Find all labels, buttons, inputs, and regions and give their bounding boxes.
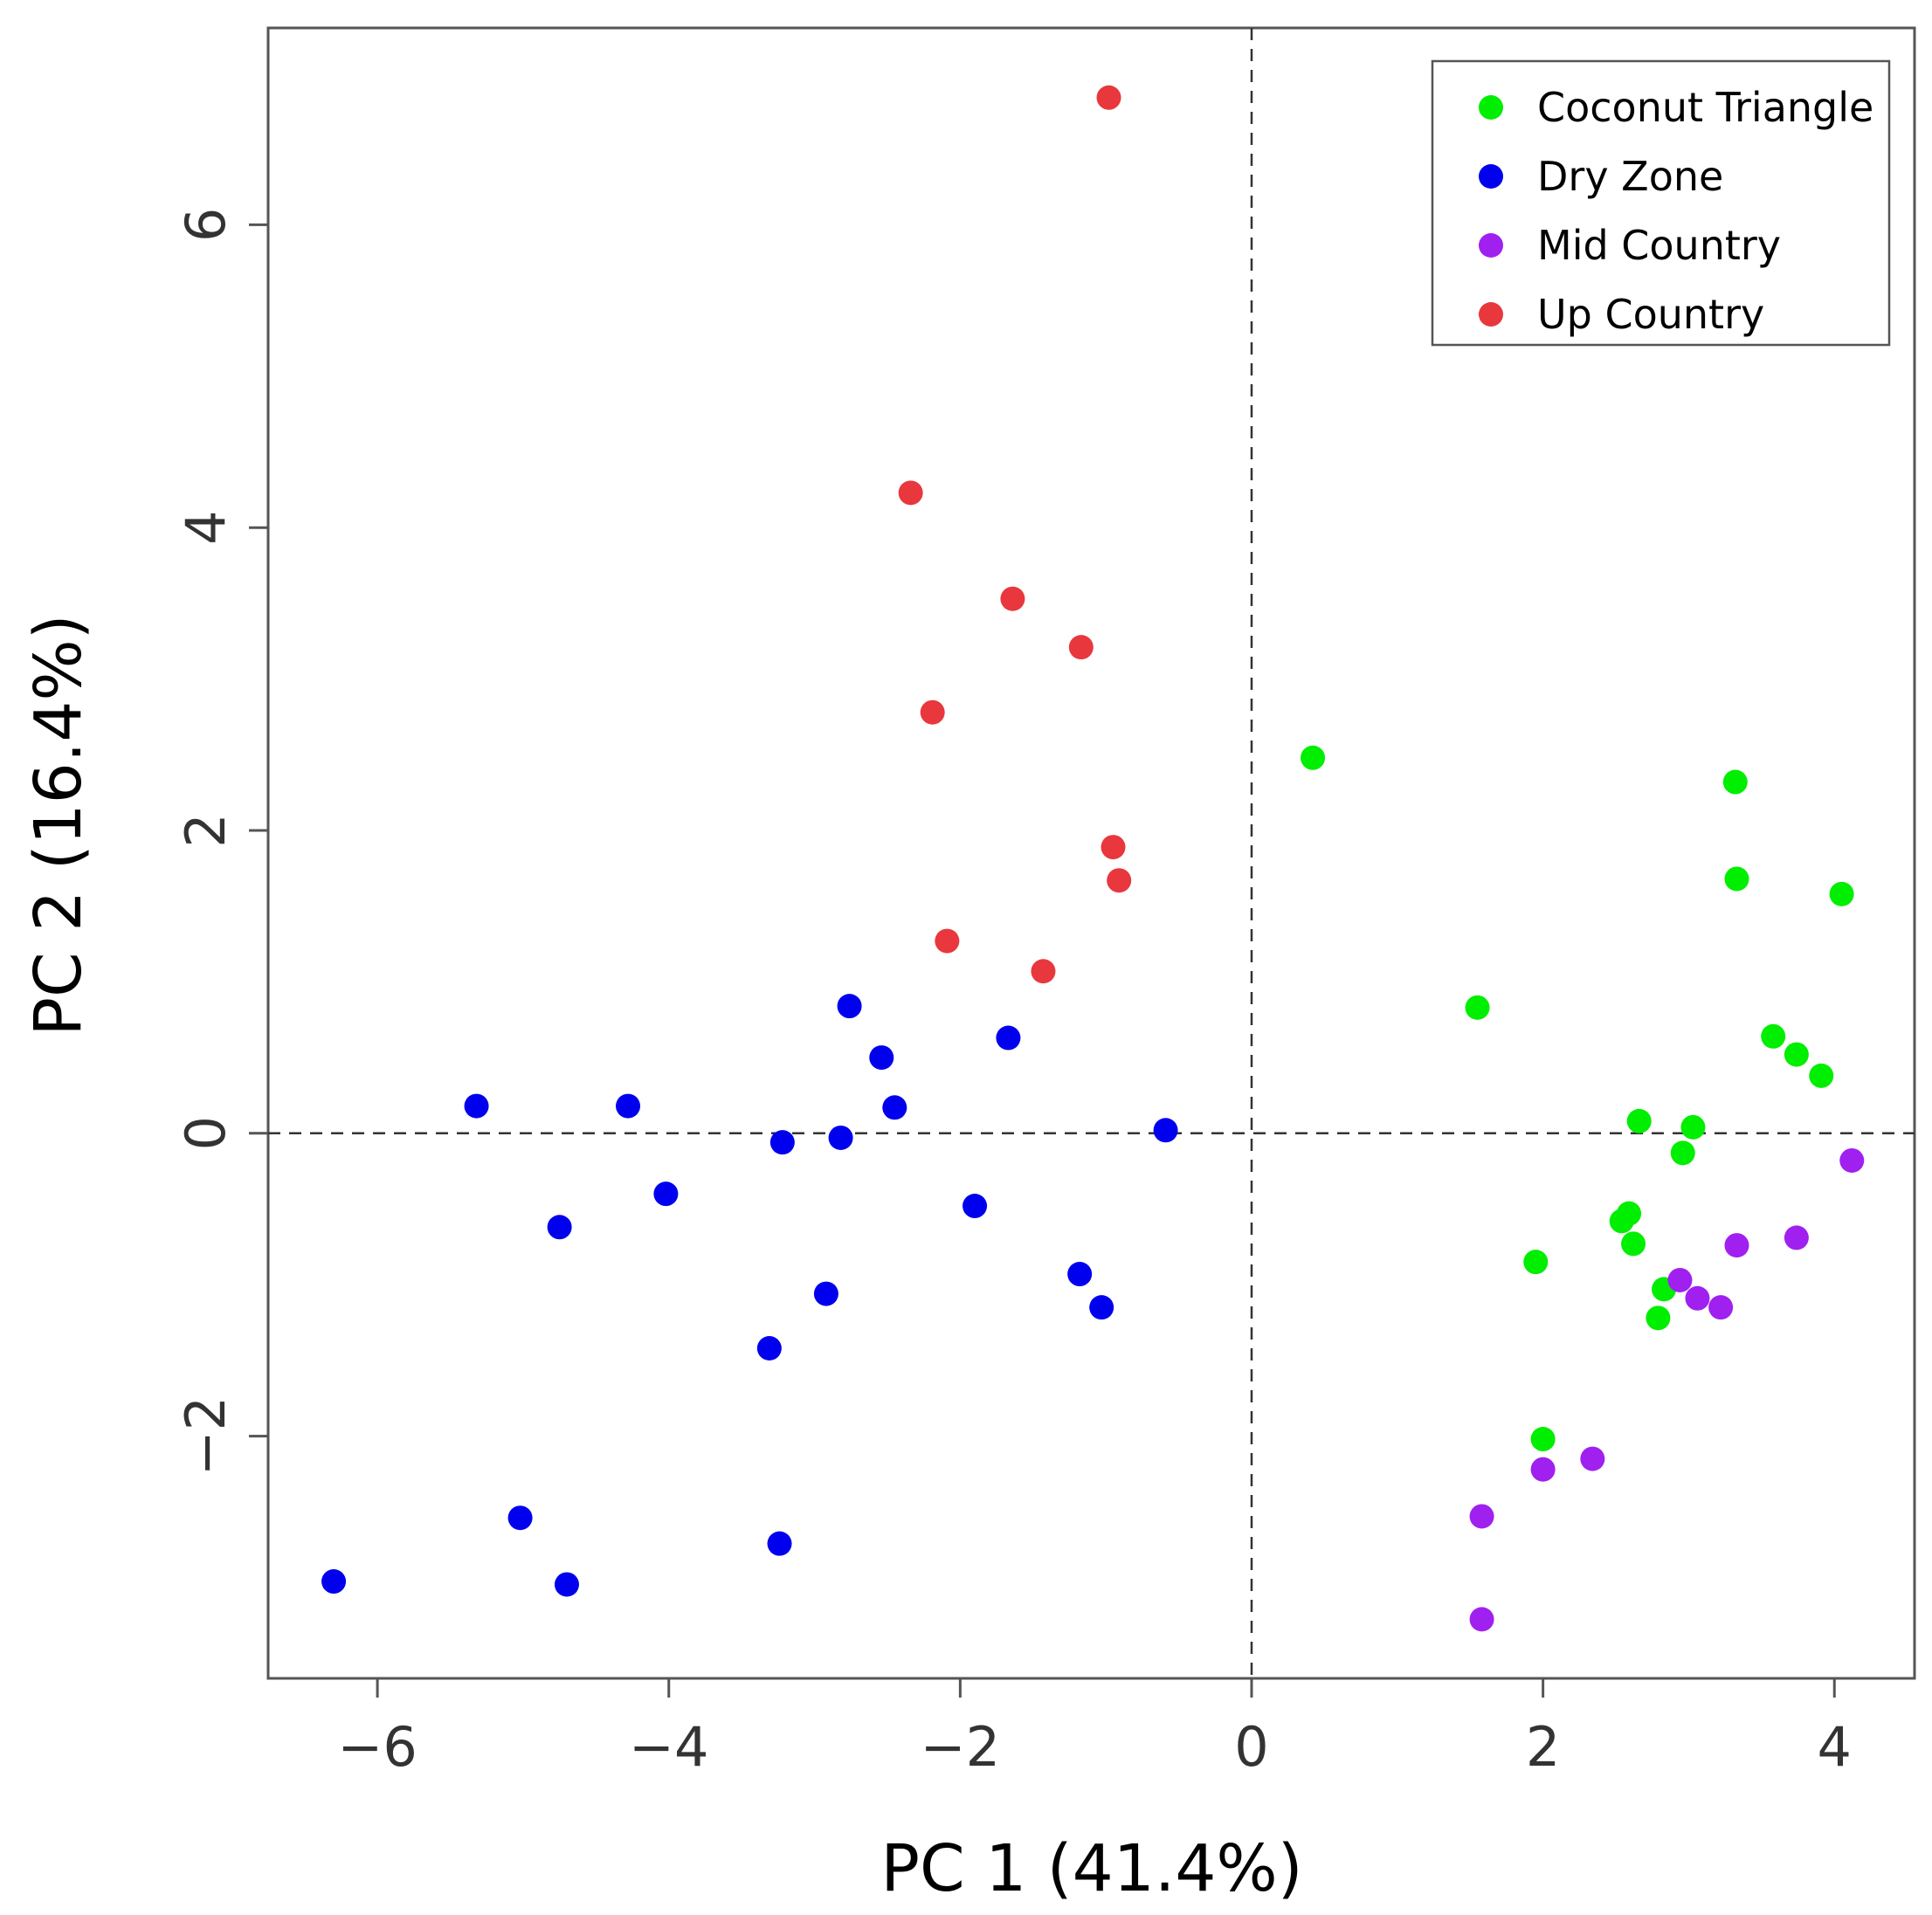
- legend-marker-dry-zone: [1479, 164, 1503, 189]
- legend: Coconut Triangle Dry Zone Mid Country Up Co…: [1431, 59, 1891, 347]
- point-dry-zone: [882, 1095, 907, 1120]
- point-dry-zone: [653, 1181, 679, 1207]
- point-mid-country: [1708, 1295, 1734, 1320]
- x-tick-label: −2: [921, 1715, 1000, 1779]
- point-coconut-triangle: [1680, 1114, 1706, 1140]
- legend-label-mid-country: Mid Country: [1537, 222, 1781, 269]
- point-up-country: [1031, 959, 1056, 984]
- point-coconut-triangle: [1724, 866, 1749, 892]
- point-coconut-triangle: [1626, 1108, 1652, 1133]
- point-up-country: [1096, 85, 1121, 110]
- y-axis: −2 0 2 4 6: [174, 208, 268, 1476]
- y-tick-label: −2: [174, 1396, 238, 1476]
- y-tick-label: 2: [174, 813, 238, 847]
- point-mid-country: [1580, 1446, 1605, 1471]
- y-tick-label: 6: [174, 208, 238, 242]
- point-dry-zone: [869, 1045, 894, 1071]
- plot-frame: [266, 26, 1916, 1680]
- point-dry-zone: [996, 1025, 1021, 1050]
- point-dry-zone: [828, 1125, 853, 1150]
- x-tick-label: −4: [629, 1715, 708, 1779]
- point-coconut-triangle: [1670, 1140, 1695, 1166]
- data-points: [321, 85, 1865, 1632]
- point-coconut-triangle: [1301, 745, 1326, 770]
- x-axis-title: PC 1 (41.4%): [880, 1831, 1302, 1906]
- x-tick-label: 0: [1234, 1715, 1268, 1779]
- point-coconut-triangle: [1761, 1023, 1786, 1049]
- point-dry-zone: [813, 1281, 838, 1306]
- point-up-country: [1000, 586, 1025, 611]
- point-coconut-triangle: [1829, 881, 1854, 906]
- point-dry-zone: [767, 1531, 792, 1556]
- point-dry-zone: [321, 1569, 347, 1595]
- point-dry-zone: [464, 1093, 489, 1119]
- point-dry-zone: [547, 1215, 572, 1240]
- point-coconut-triangle: [1722, 769, 1748, 795]
- x-tick-label: 2: [1526, 1715, 1560, 1779]
- y-tick-label: 4: [174, 510, 238, 544]
- point-mid-country: [1724, 1233, 1749, 1258]
- point-dry-zone: [616, 1093, 641, 1119]
- point-dry-zone: [1153, 1118, 1178, 1143]
- point-up-country: [920, 699, 945, 725]
- point-mid-country: [1839, 1147, 1865, 1173]
- point-mid-country: [1469, 1607, 1494, 1632]
- x-tick-label: 4: [1818, 1715, 1852, 1779]
- point-up-country: [935, 928, 960, 954]
- point-dry-zone: [507, 1505, 533, 1531]
- point-up-country: [898, 480, 923, 506]
- point-up-country: [1101, 835, 1126, 860]
- legend-marker-up-country: [1479, 302, 1503, 327]
- x-axis: −6 −4 −2 0 2 4: [337, 1678, 1852, 1779]
- y-tick-label: 0: [174, 1116, 238, 1150]
- point-up-country: [1107, 868, 1132, 893]
- point-dry-zone: [837, 994, 862, 1019]
- point-mid-country: [1685, 1285, 1710, 1311]
- point-coconut-triangle: [1784, 1042, 1809, 1067]
- legend-box: [1431, 59, 1891, 347]
- point-dry-zone: [1067, 1262, 1093, 1287]
- point-mid-country: [1784, 1225, 1809, 1250]
- point-coconut-triangle: [1621, 1231, 1646, 1257]
- point-coconut-triangle: [1523, 1250, 1549, 1275]
- point-dry-zone: [769, 1130, 795, 1155]
- point-dry-zone: [1089, 1295, 1114, 1320]
- point-up-country: [1068, 635, 1094, 660]
- point-coconut-triangle: [1809, 1063, 1834, 1088]
- point-coconut-triangle: [1609, 1209, 1634, 1234]
- point-coconut-triangle: [1646, 1305, 1671, 1331]
- point-mid-country: [1667, 1267, 1693, 1292]
- legend-label-coconut-triangle: Coconut Triangle: [1537, 84, 1873, 131]
- point-mid-country: [1530, 1457, 1556, 1482]
- point-dry-zone: [963, 1194, 988, 1219]
- point-coconut-triangle: [1465, 995, 1490, 1020]
- point-coconut-triangle: [1530, 1427, 1556, 1452]
- point-mid-country: [1469, 1504, 1494, 1529]
- legend-marker-coconut-triangle: [1479, 95, 1503, 120]
- y-axis-title: PC 2 (16.4%): [21, 614, 96, 1036]
- legend-marker-mid-country: [1479, 233, 1503, 258]
- legend-label-up-country: Up Country: [1537, 291, 1764, 338]
- point-dry-zone: [756, 1336, 782, 1360]
- point-dry-zone: [554, 1572, 579, 1597]
- x-tick-label: −6: [337, 1715, 417, 1779]
- legend-label-dry-zone: Dry Zone: [1537, 153, 1723, 200]
